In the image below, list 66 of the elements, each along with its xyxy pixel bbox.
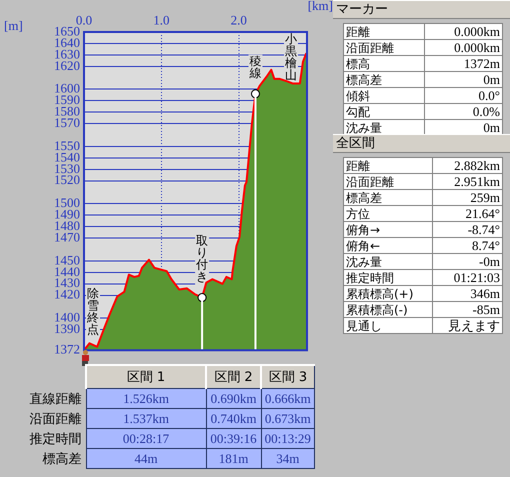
text: 0.0%	[424, 104, 502, 120]
text: 0m	[424, 120, 502, 136]
text: 区間 2	[206, 365, 261, 388]
text: 沿面距離	[344, 40, 425, 56]
text: 0.690km	[206, 388, 261, 408]
annotation: 除雪終点	[86, 286, 99, 336]
text: 0.000km	[424, 40, 502, 56]
text: 0.740km	[206, 408, 261, 428]
text: 2.882km	[432, 158, 502, 174]
text: 距離	[344, 24, 425, 40]
text: 全区間	[333, 134, 510, 153]
text: 2.951km	[432, 174, 502, 190]
text: 0m	[424, 72, 502, 88]
text: 1.537km	[86, 408, 206, 428]
text: 距離	[344, 158, 432, 174]
text: 34m	[261, 448, 314, 468]
text: 1.526km	[86, 388, 206, 408]
text: 0.0°	[424, 88, 502, 104]
text: 標高差	[42, 450, 82, 468]
text: 0.666km	[261, 388, 314, 408]
annotation: 取り付き	[195, 234, 208, 284]
y-tick-label: 1372	[54, 342, 80, 357]
text: 標高差	[344, 190, 432, 206]
text: 沈み量	[344, 254, 432, 270]
text: 見通し	[344, 318, 432, 334]
text: -8.74°	[432, 222, 502, 238]
text: 0.000km	[424, 24, 502, 40]
text: 累積標高(+)	[344, 286, 432, 302]
text: 346m	[432, 286, 502, 302]
text: 傾斜	[344, 88, 425, 104]
text: 沈み量	[344, 120, 425, 136]
text: -0m	[432, 254, 502, 270]
text: 推定時間	[28, 430, 82, 448]
text: 8.74°	[432, 238, 502, 254]
text: 標高	[344, 56, 425, 72]
text: 1372m	[424, 56, 502, 72]
annotation: 稜線	[248, 54, 262, 80]
text: 俯角←	[344, 238, 432, 254]
text: 区間 3	[261, 365, 314, 388]
text: 累積標高(-)	[344, 302, 432, 318]
x-tick-label: 1.0	[153, 12, 170, 28]
annotation: 小黒檜山	[285, 32, 297, 82]
x-axis-title: [km]	[308, 0, 333, 13]
text: 00:13:29	[261, 428, 314, 448]
text: 44m	[86, 448, 206, 468]
text: -85m	[432, 302, 502, 318]
text: 推定時間	[344, 270, 432, 286]
text: 見えます	[432, 318, 502, 334]
text: 沿面距離	[28, 410, 82, 428]
y-axis-title: [m]	[4, 18, 23, 33]
text: 勾配	[344, 104, 425, 120]
text: 区間 1	[86, 365, 206, 388]
text: マーカー	[333, 0, 510, 19]
text: 俯角→	[344, 222, 432, 238]
text: 181m	[206, 448, 261, 468]
text: 標高差	[344, 72, 425, 88]
text: 00:39:16	[206, 428, 261, 448]
text: 沿面距離	[344, 174, 432, 190]
text: 0.673km	[261, 408, 314, 428]
x-tick-label: 2.0	[230, 12, 247, 28]
text: 01:21:03	[432, 270, 502, 286]
text: 直線距離	[28, 390, 82, 408]
text: 259m	[432, 190, 502, 206]
text: 方位	[344, 206, 432, 222]
text: 00:28:17	[86, 428, 206, 448]
text: 21.64°	[432, 206, 502, 222]
